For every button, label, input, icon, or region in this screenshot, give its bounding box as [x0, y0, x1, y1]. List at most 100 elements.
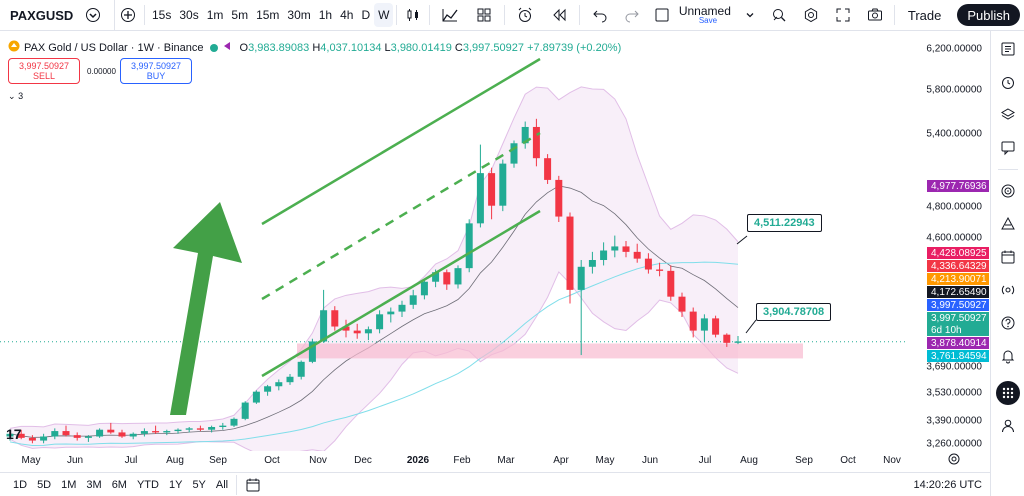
- candle-body: [633, 251, 641, 259]
- timeframe-30m[interactable]: 30m: [287, 8, 311, 22]
- sell-label: SELL: [32, 71, 56, 81]
- long-moving-average-line: [9, 261, 739, 447]
- candle-body: [96, 429, 104, 437]
- watchlist-icon[interactable]: [996, 37, 1020, 61]
- range-1M[interactable]: 1M: [61, 478, 77, 491]
- camera-icon[interactable]: [859, 2, 891, 28]
- separator: [144, 5, 145, 25]
- symbol-search[interactable]: PAXGUSD: [0, 0, 115, 31]
- alert-icon[interactable]: [508, 2, 542, 28]
- separator: [396, 5, 398, 25]
- range-6M[interactable]: 6M: [111, 478, 127, 491]
- candle-body: [577, 266, 585, 290]
- candle-body: [443, 272, 451, 285]
- layers-icon[interactable]: [996, 103, 1020, 127]
- target-icon[interactable]: [996, 179, 1020, 203]
- price-chart[interactable]: 17: [0, 31, 905, 451]
- timeframe-D[interactable]: D: [361, 8, 371, 22]
- spread-value: 0.00000: [87, 67, 116, 76]
- publish-button[interactable]: Publish: [957, 4, 1020, 26]
- redo-icon[interactable]: [617, 2, 647, 28]
- person-icon[interactable]: [996, 414, 1020, 438]
- time-tick: Apr: [553, 455, 569, 466]
- timeframe-30s[interactable]: 30s: [179, 8, 199, 22]
- fullscreen-icon[interactable]: [827, 2, 859, 28]
- buy-label: BUY: [146, 71, 166, 81]
- layout-name: Unnamed: [678, 4, 731, 18]
- candle-body: [387, 311, 395, 315]
- chat-icon[interactable]: [996, 136, 1020, 160]
- range-3M[interactable]: 3M: [86, 478, 102, 491]
- chart-legend: PAX Gold / US Dollar · 1W · Binance O3,9…: [8, 40, 621, 55]
- axis-settings-icon[interactable]: [947, 452, 961, 469]
- range-All[interactable]: All: [215, 478, 229, 491]
- buy-button[interactable]: 3,997.50927 BUY: [120, 58, 192, 84]
- candle-body: [376, 314, 384, 330]
- layout-name-button[interactable]: Unnamed Save: [679, 5, 731, 25]
- alerts-clock-icon[interactable]: [996, 70, 1020, 94]
- undo-icon[interactable]: [583, 2, 617, 28]
- candle-body: [420, 281, 428, 296]
- clock[interactable]: 14:20:26 UTC: [913, 478, 982, 491]
- ideas-icon[interactable]: [996, 212, 1020, 236]
- quick-search-icon[interactable]: [763, 2, 795, 28]
- candle-body: [353, 330, 361, 334]
- symbol-name: PAXGUSD: [10, 7, 74, 23]
- price-callout-lower[interactable]: 3,904.78708: [756, 303, 832, 321]
- timeframe-5m[interactable]: 5m: [231, 8, 249, 22]
- time-tick: Jul: [124, 455, 138, 466]
- candle-body: [499, 163, 507, 206]
- indicators-toggle[interactable]: ⌄ 3: [8, 91, 23, 102]
- price-axis[interactable]: 6,200.00000 5,800.00000 5,400.00000 4,800.0…: [905, 31, 990, 451]
- separator: [997, 169, 1018, 170]
- candle-body: [17, 433, 25, 438]
- compare-icon[interactable]: [115, 2, 141, 28]
- candle-body: [555, 179, 563, 217]
- candle-body: [118, 432, 126, 437]
- price-label-badge: 4,428.08925: [927, 247, 989, 259]
- settings-icon[interactable]: [795, 2, 827, 28]
- candle-body: [510, 143, 518, 164]
- price-tick: 4,600.00000: [926, 232, 982, 244]
- range-1D[interactable]: 1D: [13, 478, 28, 491]
- replay-icon[interactable]: [542, 2, 576, 28]
- timeframe-1m[interactable]: 1m: [206, 8, 224, 22]
- candle-body: [644, 258, 652, 270]
- trade-button[interactable]: Trade: [907, 7, 942, 23]
- price-label-badge: 3,997.50927: [927, 299, 989, 311]
- stream-icon[interactable]: [996, 278, 1020, 302]
- price-label-badge: 3,878.40914: [927, 337, 989, 349]
- candle-type-icon[interactable]: [400, 2, 426, 28]
- price-tick: 5,400.00000: [926, 128, 982, 140]
- layout-checkbox-icon[interactable]: [649, 2, 675, 28]
- range-YTD[interactable]: YTD: [136, 478, 159, 491]
- timeframe-15m[interactable]: 15m: [256, 8, 280, 22]
- range-list: 1D 5D 1M 3M 6M YTD 1Y 5Y All: [8, 479, 233, 491]
- go-to-date-icon[interactable]: [240, 472, 266, 496]
- apps-grid-icon[interactable]: [995, 381, 1020, 405]
- range-5Y[interactable]: 5Y: [192, 478, 206, 491]
- time-tick: Dec: [354, 455, 372, 466]
- candle-body: [588, 260, 596, 267]
- watchlist-icon[interactable]: [80, 2, 106, 28]
- time-tick: Nov: [309, 455, 327, 466]
- time-axis[interactable]: May Jun Jul Aug Sep Oct Nov Dec 2026 Feb Mar Apr May…: [0, 451, 990, 471]
- price-callout-upper[interactable]: 4,511.22943: [747, 214, 822, 232]
- timeframe-W[interactable]: W: [374, 3, 394, 27]
- price-tick: 5,800.00000: [926, 84, 982, 96]
- timeframe-15s[interactable]: 15s: [152, 8, 172, 22]
- notifications-icon[interactable]: [996, 344, 1020, 368]
- layout-grid-icon[interactable]: [467, 2, 501, 28]
- range-5D[interactable]: 5D: [37, 478, 52, 491]
- range-1Y[interactable]: 1Y: [168, 478, 183, 491]
- time-tick: Jun: [66, 455, 84, 466]
- indicators-icon[interactable]: [433, 2, 467, 28]
- sell-button[interactable]: 3,997.50927 SELL: [8, 58, 80, 84]
- calendar-icon[interactable]: [996, 245, 1020, 269]
- time-tick: Oct: [840, 455, 856, 466]
- chevron-down-icon[interactable]: [737, 2, 763, 28]
- help-icon[interactable]: [996, 311, 1020, 335]
- timeframe-4h[interactable]: 4h: [340, 8, 354, 22]
- candle-body: [129, 433, 137, 437]
- timeframe-1h[interactable]: 1h: [318, 8, 333, 22]
